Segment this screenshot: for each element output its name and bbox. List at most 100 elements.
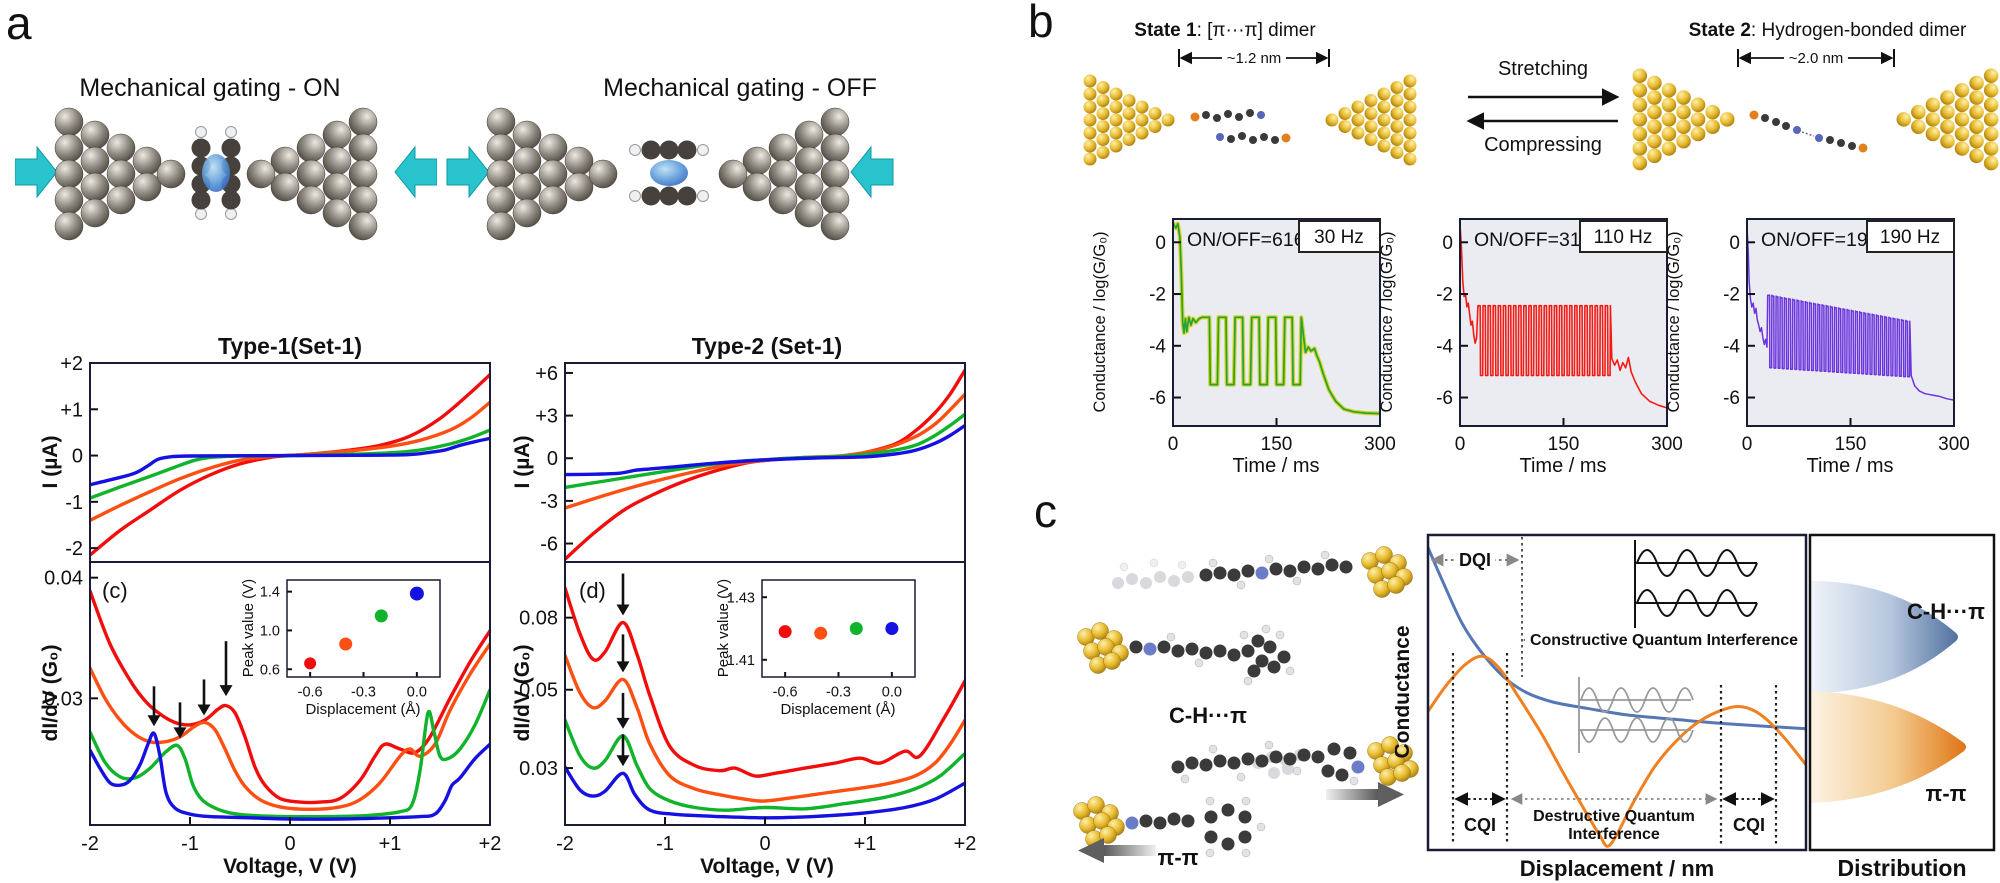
state2-title: State 2: Hydrogen-bonded dimer — [1688, 20, 1967, 41]
type2-inset-chart: 1.43 1.41 -0.6 -0.3 0.0 — [727, 579, 916, 701]
svg-text:-2: -2 — [1149, 285, 1166, 306]
state1-title: State 1: [π···π] dimer — [1134, 20, 1316, 41]
type2-didv-ylabel: dI/dV (G₀) — [511, 645, 534, 742]
type1-didv-chart: 0.04 0.03 -2 -1 0 +1 +2 — [44, 561, 501, 855]
gating-off-title: Mechanical gating - OFF — [603, 74, 877, 102]
svg-text:0.0: 0.0 — [882, 685, 902, 701]
svg-text:-2: -2 — [1723, 285, 1740, 306]
svg-text:-6: -6 — [1723, 388, 1740, 409]
svg-text:-1: -1 — [181, 833, 199, 855]
svg-text:300: 300 — [1364, 434, 1395, 455]
trace-xlabel: Time / ms — [1232, 455, 1319, 477]
pipi-distribution-bell — [1810, 691, 1966, 803]
panel-c-label: c — [1034, 485, 1057, 537]
gating-on-illustration — [15, 107, 437, 241]
trace-30hz-chart: 0 -2 -4 -6 0 150 300 — [1149, 218, 1395, 455]
charge-blob — [650, 160, 688, 186]
qi-ylabel: Conductance — [1395, 625, 1414, 758]
chpi-label: C-H···π — [1169, 703, 1247, 728]
freq-label: 30 Hz — [1314, 227, 1364, 248]
freq-box — [1298, 220, 1381, 253]
panel-d-tag: (d) — [579, 578, 606, 603]
svg-text:-2: -2 — [65, 538, 83, 560]
electrode-left — [54, 107, 186, 241]
svg-text:0.0: 0.0 — [407, 685, 427, 701]
svg-text:+3: +3 — [535, 406, 558, 428]
compress-arrow-left-icon — [15, 145, 58, 199]
trace-ylabel: Conductance / log(G/G₀) — [1665, 231, 1683, 412]
molecule-off — [629, 140, 709, 206]
compressing-label: Compressing — [1484, 134, 1602, 156]
svg-text:0.08: 0.08 — [519, 608, 558, 630]
gold-electrode-left — [1083, 74, 1175, 166]
svg-text:-4: -4 — [1723, 336, 1740, 357]
pipi-molecule-upper — [1171, 736, 1419, 786]
trace-ylabel: Conductance / log(G/G₀) — [1378, 231, 1396, 412]
cqi-left-label: CQI — [1464, 815, 1496, 835]
inset-ylabel: Peak value (V) — [240, 579, 257, 677]
type2-chart-column: Type-2 (Set-1) I (µA) dI/dV (G₀) +6 +3 0 -3… — [511, 333, 976, 878]
type1-didv-ylabel: dI/dV (G₀) — [40, 645, 62, 742]
svg-text:0: 0 — [759, 833, 770, 855]
inset-xlabel: Displacement (Å) — [780, 701, 895, 718]
type2-didv-chart: 0.08 0.05 0.03 -2 -1 0 +1 +2 — [519, 561, 976, 855]
svg-text:+1: +1 — [854, 833, 877, 855]
type1-title: Type-1(Set-1) — [218, 333, 362, 359]
gold-electrode-left — [1632, 68, 1735, 171]
type1-iv-chart: +2 +1 0 -1 -2 — [60, 353, 491, 563]
svg-text:-6: -6 — [540, 534, 558, 556]
distribution-label: Distribution — [1837, 855, 1966, 881]
panel-a-label: a — [6, 0, 32, 49]
type2-xlabel: Voltage, V (V) — [700, 855, 834, 878]
svg-text:300: 300 — [1651, 434, 1682, 455]
dist-pipi-label: π-π — [1925, 781, 1966, 806]
qi-xlabel: Displacement / nm — [1520, 856, 1714, 881]
freq-label: 190 Hz — [1880, 227, 1940, 248]
trace-30hz: Conductance / log(G/G₀) 0 -2 -4 -6 0 150 300 O… — [1091, 218, 1395, 477]
dqi-region-label-line1: Destructive Quantum — [1533, 808, 1695, 825]
molecule-on — [191, 126, 241, 220]
freq-label: 110 Hz — [1594, 227, 1653, 248]
trace-110hz: Conductance / log(G/G₀) 0 -2 -4 -6 0 150 300 O… — [1378, 218, 1682, 477]
svg-text:+6: +6 — [535, 363, 558, 385]
trace-190hz: Conductance / log(G/G₀) 0 -2 -4 -6 0 150 300 O… — [1665, 218, 1969, 477]
panel-c-tag: (c) — [102, 578, 128, 603]
gold-electrode-right — [1325, 74, 1417, 166]
svg-text:0: 0 — [1729, 233, 1740, 254]
type1-xlabel: Voltage, V (V) — [223, 855, 357, 878]
pull-arrow-right-icon — [1326, 782, 1404, 807]
svg-text:1.4: 1.4 — [260, 585, 280, 601]
cqi-right-label: CQI — [1733, 815, 1765, 835]
svg-text:-2: -2 — [1436, 285, 1453, 306]
chpi-molecule-lower — [1077, 622, 1295, 686]
stretch-compress-arrows: Stretching Compressing — [1466, 58, 1620, 156]
svg-text:0.03: 0.03 — [519, 758, 558, 780]
charge-blob — [202, 154, 230, 192]
hbonded-dimer-molecules — [1749, 110, 1868, 153]
svg-text:-0.3: -0.3 — [826, 685, 851, 701]
electrode-left — [486, 107, 618, 241]
chpi-molecule-upper — [1199, 546, 1413, 598]
svg-text:+1: +1 — [379, 833, 402, 855]
inset-xlabel: Displacement (Å) — [305, 701, 420, 718]
pull-arrow-left-icon — [1078, 838, 1156, 863]
trace-110hz-chart: 0 -2 -4 -6 0 150 300 — [1436, 218, 1682, 455]
svg-text:0: 0 — [284, 833, 295, 855]
compress-arrow-left-icon — [446, 145, 490, 199]
type1-inset-chart: 1.4 1.0 0.6 -0.6 -0.3 0.0 — [260, 579, 441, 701]
qi-curves — [1426, 533, 1808, 852]
onoff-ratio-label: ON/OFF=616 — [1187, 229, 1305, 251]
svg-text:-0.6: -0.6 — [298, 685, 323, 701]
qi-schematic: Conductance DQI Constructive Quantum Int… — [1395, 533, 1808, 881]
state1-illustration: ~1.2 nm — [1083, 47, 1417, 166]
type1-chart-column: Type-1(Set-1) I (µA) dI/dV (G₀) +2 +1 0 -1 -… — [40, 333, 501, 878]
stretching-label: Stretching — [1498, 58, 1588, 80]
gold-electrode-right — [1896, 68, 1999, 171]
svg-text:1.43: 1.43 — [727, 590, 755, 606]
freq-box — [1579, 220, 1668, 253]
svg-text:0: 0 — [1442, 233, 1453, 254]
svg-text:-2: -2 — [556, 833, 574, 855]
gating-off-illustration — [446, 107, 894, 241]
svg-text:300: 300 — [1938, 434, 1969, 455]
